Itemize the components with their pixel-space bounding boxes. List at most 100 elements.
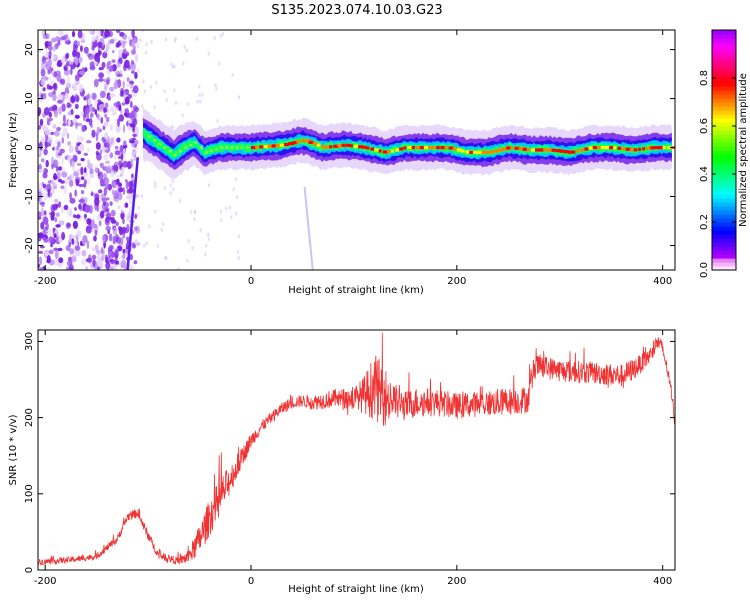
colorbar-tick-label: 0.4 xyxy=(699,166,710,182)
noise-speck xyxy=(96,103,100,111)
noise-speck xyxy=(129,100,133,109)
noise-speck xyxy=(72,220,78,229)
ridge-core xyxy=(316,143,321,147)
ridge-core xyxy=(493,149,499,153)
noise-speck xyxy=(126,223,130,233)
noise-speck xyxy=(56,166,59,172)
ridge-core xyxy=(563,150,569,154)
noise-speck xyxy=(100,247,104,254)
noise-speck xyxy=(198,93,201,98)
ridge-core xyxy=(374,148,380,152)
noise-speck xyxy=(235,195,239,200)
noise-speck xyxy=(74,114,80,119)
noise-speck xyxy=(183,45,186,50)
noise-speck xyxy=(84,107,90,115)
noise-speck xyxy=(38,168,45,172)
noise-speck xyxy=(91,45,95,51)
x-tick-label: 200 xyxy=(447,276,466,287)
noise-speck xyxy=(218,61,221,66)
y-tick-label: 0 xyxy=(24,567,35,573)
ridge-core xyxy=(646,146,652,150)
noise-speck xyxy=(59,78,66,85)
noise-speck xyxy=(87,30,94,34)
colorbar-cell xyxy=(712,74,736,79)
colorbar-tick-label: 0.0 xyxy=(699,262,710,278)
noise-speck xyxy=(68,179,74,188)
noise-speck xyxy=(110,251,116,258)
noise-speck xyxy=(104,165,111,174)
ridge-core xyxy=(498,148,504,152)
noise-speck xyxy=(201,92,204,97)
noise-speck xyxy=(94,109,98,115)
noise-speck xyxy=(105,183,111,190)
noise-speck xyxy=(133,37,138,44)
noise-speck xyxy=(134,106,140,113)
colorbar-cell xyxy=(712,158,736,163)
noise-speck xyxy=(131,49,136,55)
ridge-core xyxy=(588,146,595,150)
noise-speck xyxy=(96,126,100,135)
spectrogram-y-ticks: -20 -10 0 10 20 xyxy=(24,43,675,254)
noise-speck xyxy=(120,152,124,162)
noise-speck xyxy=(154,209,157,214)
ridge-core xyxy=(337,144,343,148)
noise-speck xyxy=(70,67,73,76)
ridge-core xyxy=(184,146,188,149)
colorbar-cell xyxy=(712,126,736,131)
noise-speck xyxy=(40,94,44,98)
ridge-core xyxy=(333,144,340,148)
noise-speck xyxy=(77,41,81,47)
colorbar-cell xyxy=(712,86,736,91)
noise-speck xyxy=(234,177,237,182)
noise-speck xyxy=(40,78,46,86)
noise-speck xyxy=(235,211,238,216)
noise-speck xyxy=(47,44,53,51)
colorbar-cell xyxy=(712,122,736,127)
noise-speck xyxy=(132,85,139,94)
noise-speck xyxy=(61,56,66,65)
noise-speck xyxy=(84,167,87,174)
ridge-core xyxy=(288,142,294,146)
noise-speck xyxy=(230,215,233,220)
noise-speck xyxy=(110,38,115,44)
noise-speck xyxy=(65,222,71,229)
noise-speck xyxy=(52,227,55,233)
noise-speck xyxy=(47,188,51,197)
noise-speck xyxy=(77,30,83,39)
colorbar-cell xyxy=(712,238,736,243)
colorbar-cell xyxy=(712,190,736,195)
ridge-core xyxy=(158,142,162,146)
noise-speck xyxy=(162,222,165,227)
snr-panel: -200 0 200 400 0 100 200 300 Height of straigh… xyxy=(8,329,676,595)
ridge-core xyxy=(658,146,663,150)
ridge-core xyxy=(292,141,298,145)
noise-speck xyxy=(103,187,108,196)
noise-speck xyxy=(205,243,208,248)
noise-speck xyxy=(66,76,71,83)
ridge-core xyxy=(650,146,655,150)
noise-speck xyxy=(83,152,89,156)
ridge-core xyxy=(304,139,311,143)
noise-speck xyxy=(99,149,103,155)
noise-speck xyxy=(76,122,83,127)
colorbar-ticks: 0.0 0.2 0.4 0.6 0.8 xyxy=(699,70,736,278)
noise-speck xyxy=(88,118,93,126)
colorbar-tick-label: 0.6 xyxy=(699,118,710,134)
noise-speck xyxy=(94,61,98,65)
noise-speck xyxy=(120,87,125,94)
noise-speck xyxy=(69,208,73,217)
noise-speck xyxy=(67,111,72,116)
x-tick-label: 0 xyxy=(248,276,254,287)
noise-speck xyxy=(127,93,133,99)
colorbar-cell xyxy=(712,198,736,203)
colorbar-cell xyxy=(712,166,736,171)
noise-speck xyxy=(48,41,52,46)
noise-speck xyxy=(104,132,109,140)
y-tick-label: -10 xyxy=(24,188,35,204)
noise-speck xyxy=(121,102,126,106)
noise-speck xyxy=(58,166,62,171)
noise-speck xyxy=(130,64,135,69)
ridge-core xyxy=(456,148,462,152)
noise-speck xyxy=(47,58,53,68)
ridge-core xyxy=(382,150,389,154)
